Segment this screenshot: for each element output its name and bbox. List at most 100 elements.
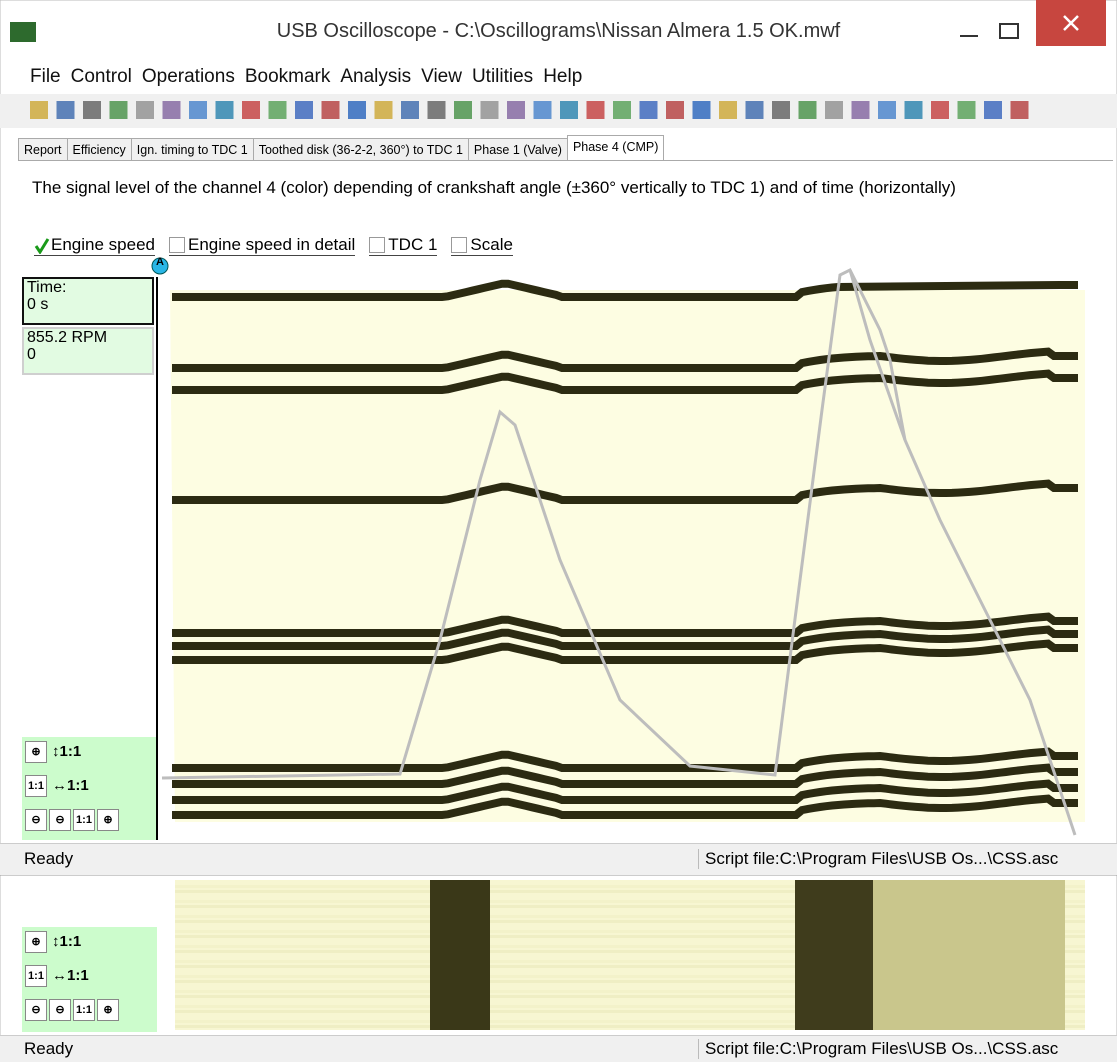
toolbar-icon[interactable]: [189, 101, 207, 119]
menu-item[interactable]: Bookmark: [245, 66, 331, 87]
toolbar-icon[interactable]: [984, 101, 1002, 119]
toolbar-icon[interactable]: [905, 101, 923, 119]
toolbar-icon[interactable]: [878, 101, 896, 119]
toolbar-icon[interactable]: [481, 101, 499, 119]
toolbar-icon[interactable]: [587, 101, 605, 119]
zoom-button[interactable]: ⊖: [49, 809, 71, 831]
zoom-button[interactable]: ⊖: [25, 809, 47, 831]
speed-readout: 855.2 RPM 0: [22, 327, 154, 375]
menu-item[interactable]: File: [30, 66, 61, 87]
time-label: Time:: [27, 279, 152, 296]
signal-column: [843, 880, 849, 1030]
toolbar-icon[interactable]: [613, 101, 631, 119]
menu-item[interactable]: Analysis: [340, 66, 411, 87]
signal-column: [436, 880, 442, 1030]
menu-item[interactable]: Control: [71, 66, 132, 87]
signal-column: [837, 880, 843, 1030]
toolbar-icon[interactable]: [269, 101, 287, 119]
zoom-button[interactable]: ⊕: [97, 809, 119, 831]
toolbar-icon[interactable]: [799, 101, 817, 119]
option[interactable]: TDC 1: [369, 235, 437, 256]
toolbar-icon[interactable]: [242, 101, 260, 119]
readout-value: 0: [27, 346, 152, 363]
tab[interactable]: Ign. timing to TDC 1: [131, 138, 254, 161]
zoom-button[interactable]: ⊕: [97, 999, 119, 1021]
signal-column: [939, 880, 945, 1030]
toolbar-icon[interactable]: [216, 101, 234, 119]
tab[interactable]: Toothed disk (36-2-2, 360°) to TDC 1: [253, 138, 469, 161]
toolbar-icon[interactable]: [163, 101, 181, 119]
zoom-horizontal-label: 1:1: [67, 777, 89, 794]
toolbar-icon[interactable]: [348, 101, 366, 119]
toolbar-icon[interactable]: [428, 101, 446, 119]
toolbar-icon[interactable]: [136, 101, 154, 119]
toolbar-icon[interactable]: [30, 101, 48, 119]
signal-column: [957, 880, 963, 1030]
menu-bar: File Control Operations Bookmark Analysis Vie…: [30, 66, 592, 88]
toolbar-icon[interactable]: [83, 101, 101, 119]
option[interactable]: Engine speed in detail: [169, 235, 355, 256]
signal-column: [897, 880, 903, 1030]
toolbar-icon[interactable]: [57, 101, 75, 119]
option[interactable]: Engine speed: [34, 235, 155, 256]
toolbar-icon[interactable]: [852, 101, 870, 119]
toolbar-icon[interactable]: [666, 101, 684, 119]
signal-column: [1047, 880, 1053, 1030]
zoom-button[interactable]: 1:1: [73, 809, 95, 831]
toolbar-icon[interactable]: [110, 101, 128, 119]
zoom-button[interactable]: 1:1: [73, 999, 95, 1021]
option-label: Engine speed: [51, 235, 155, 255]
checkbox: [34, 238, 48, 252]
toolbar-icon[interactable]: [640, 101, 658, 119]
zoom-button[interactable]: ⊖: [49, 999, 71, 1021]
signal-column: [867, 880, 873, 1030]
signal-column: [460, 880, 466, 1030]
signal-column: [909, 880, 915, 1030]
zoom-button[interactable]: ⊕: [25, 931, 47, 953]
option[interactable]: Scale: [451, 235, 513, 256]
toolbar-icon[interactable]: [772, 101, 790, 119]
signal-column: [1011, 880, 1017, 1030]
toolbar-icon[interactable]: [295, 101, 313, 119]
signal-column: [1053, 880, 1059, 1030]
window-title: USB Oscilloscope - C:\Oscillograms\Nissa…: [0, 20, 1117, 43]
zoom-button[interactable]: ⊖: [25, 999, 47, 1021]
toolbar-icon[interactable]: [1011, 101, 1029, 119]
zoom-button[interactable]: 1:1: [25, 965, 47, 987]
zoom-button[interactable]: ⊕: [25, 741, 47, 763]
options: Engine speed Engine speed in detail TDC 1 S…: [34, 235, 527, 256]
zoom-button[interactable]: 1:1: [25, 775, 47, 797]
toolbar-icon[interactable]: [507, 101, 525, 119]
menu-item[interactable]: Utilities: [472, 66, 533, 87]
checkbox: [451, 237, 467, 253]
toolbar-icon[interactable]: [534, 101, 552, 119]
toolbar-icon[interactable]: [375, 101, 393, 119]
tab[interactable]: Efficiency: [67, 138, 132, 161]
signal-column: [466, 880, 472, 1030]
toolbar-icon[interactable]: [825, 101, 843, 119]
tab[interactable]: Phase 1 (Valve): [468, 138, 568, 161]
description: The signal level of the channel 4 (color…: [32, 176, 1042, 199]
signal-column: [903, 880, 909, 1030]
tab[interactable]: Phase 4 (CMP): [567, 135, 664, 161]
menu-item[interactable]: Help: [543, 66, 582, 87]
toolbar-icon[interactable]: [693, 101, 711, 119]
signal-column: [885, 880, 891, 1030]
tab[interactable]: Report: [18, 138, 68, 161]
toolbar-icon[interactable]: [719, 101, 737, 119]
signal-column: [807, 880, 813, 1030]
option-label: Engine speed in detail: [188, 235, 355, 255]
menu-item[interactable]: Operations: [142, 66, 235, 87]
toolbar-icon[interactable]: [401, 101, 419, 119]
status-left: Ready: [24, 1039, 73, 1059]
toolbar-icon[interactable]: [958, 101, 976, 119]
toolbar-icon[interactable]: [931, 101, 949, 119]
toolbar-icon[interactable]: [322, 101, 340, 119]
signal-column: [969, 880, 975, 1030]
toolbar-icon[interactable]: [560, 101, 578, 119]
toolbar-icon[interactable]: [746, 101, 764, 119]
menu-item[interactable]: View: [421, 66, 462, 87]
page: USB Oscilloscope - C:\Oscillograms\Nissa…: [0, 0, 1117, 1062]
toolbar-icon[interactable]: [454, 101, 472, 119]
zoom-horizontal: ↔1:1: [52, 777, 89, 794]
